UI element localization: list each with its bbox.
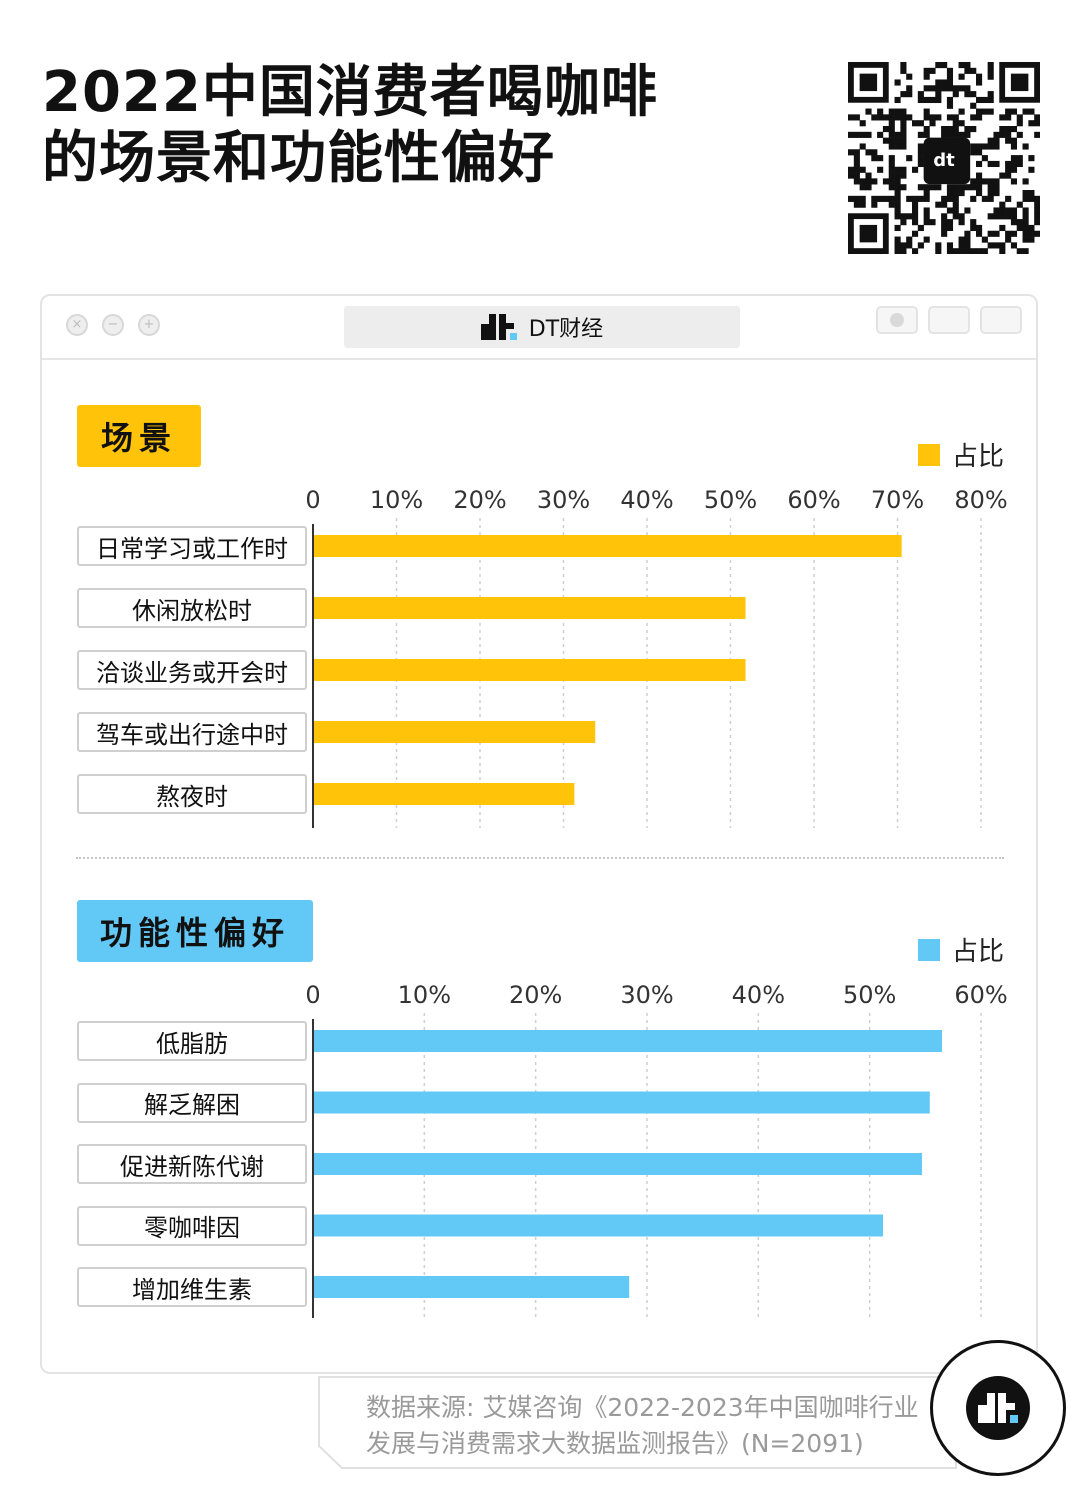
tick-label: 50% [843,981,896,1009]
svg-text:dt: dt [933,150,955,171]
bar [313,1153,922,1175]
bar [313,597,746,619]
minimize-icon[interactable]: − [102,314,124,336]
address-bar[interactable]: DT财经 [344,306,740,348]
legend-swatch-function [918,938,940,961]
section-divider [76,857,1004,859]
category-label: 低脂肪 [77,1021,307,1061]
legend-scene: 占比 [918,436,1004,473]
tick-label: 10% [398,981,451,1009]
category-label: 洽谈业务或开会时 [77,650,307,690]
record-icon[interactable] [876,306,918,334]
tick-label: 0 [305,981,320,1009]
tick-label: 40% [620,486,673,514]
section-title-scene: 场景 [100,419,177,457]
category-label: 促进新陈代谢 [77,1144,307,1184]
category-label: 驾车或出行途中时 [77,712,307,752]
category-label: 零咖啡因 [77,1205,307,1246]
section-tag-scene: 场景 [77,405,201,467]
legend-swatch-scene [918,443,940,466]
tick-label: 30% [537,486,590,514]
address-bar-label: DT财经 [528,317,604,342]
tick-label: 60% [954,981,1007,1009]
legend-label-function: 占比 [952,937,1005,967]
source-note: 数据来源: 艾媒咨询《2022-2023年中国咖啡行业 发展与消费需求大数据监测… [318,1376,958,1470]
tick-label: 30% [620,981,673,1009]
tick-label: 50% [704,486,757,514]
tick-label: 20% [453,486,506,514]
dt-logo-icon [480,314,517,340]
page-title: 2022中国消费者喝咖啡 的场景和功能性偏好 [42,60,658,192]
tick-label: 0 [305,486,320,514]
legend-label-scene: 占比 [952,442,1005,472]
title-line-1: 2022中国消费者喝咖啡 [42,60,658,125]
category-label: 解乏解困 [77,1082,307,1123]
title-line-2: 的场景和功能性偏好 [42,126,555,191]
category-label: 熬夜时 [77,774,307,814]
category-label: 日常学习或工作时 [77,526,307,566]
bar [313,1276,630,1298]
tick-label: 80% [954,486,1007,514]
tick-label: 70% [871,486,924,514]
legend-function: 占比 [918,931,1004,968]
dt-badge [930,1340,1066,1476]
maximize-icon[interactable]: + [138,314,160,336]
bar [313,783,575,805]
share-icon[interactable] [928,306,970,334]
section-title-function: 功能性偏好 [99,914,290,952]
tick-label: 20% [509,981,562,1009]
bar [313,659,746,681]
dt-badge-logo-icon [966,1376,1030,1440]
section-tag-function: 功能性偏好 [77,900,313,962]
bar [313,721,596,743]
bar [313,1030,943,1052]
tick-label: 60% [787,486,840,514]
tick-label: 10% [370,486,423,514]
category-label: 休闲放松时 [77,588,307,628]
window-copy-icon[interactable] [980,306,1022,334]
category-label: 增加维生素 [77,1267,307,1307]
bar [313,1214,884,1237]
source-line-2: 发展与消费需求大数据监测报告》(N=2091) [366,1429,864,1458]
browser-window: × − + DT财经 [40,294,1038,1374]
tick-label: 40% [732,981,785,1009]
source-line-1: 数据来源: 艾媒咨询《2022-2023年中国咖啡行业 [366,1393,919,1422]
close-icon[interactable]: × [66,314,88,336]
source-text: 数据来源: 艾媒咨询《2022-2023年中国咖啡行业 发展与消费需求大数据监测… [366,1390,926,1462]
bar [313,535,902,557]
bar [313,1091,930,1114]
window-titlebar: × − + DT财经 [42,296,1036,360]
qr-code: dt [848,62,1040,254]
